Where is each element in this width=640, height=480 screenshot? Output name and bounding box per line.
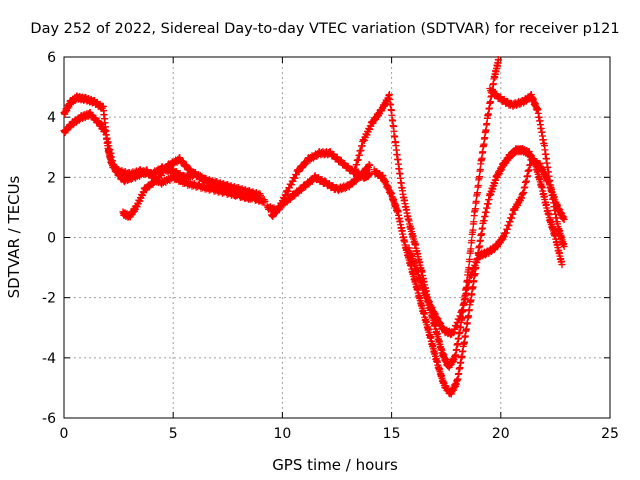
data-point <box>560 243 568 251</box>
data-point <box>470 218 478 226</box>
axis-ticks: 0 5 10 15 20 25 -6 -4 -2 0 2 4 6 <box>42 50 619 442</box>
y-tick-label: -6 <box>42 411 56 427</box>
x-tick-label: 10 <box>273 426 291 442</box>
series-track-8 <box>405 154 568 339</box>
x-tick-label: 25 <box>601 426 619 442</box>
data-point <box>495 56 503 64</box>
y-tick-label: 2 <box>47 170 56 186</box>
y-tick-label: 6 <box>47 50 56 66</box>
data-point <box>468 237 476 245</box>
y-tick-label: -4 <box>42 351 56 367</box>
y-axis-label: SDTVAR / TECUs <box>5 175 23 298</box>
data-point <box>288 181 296 189</box>
data-point <box>365 160 373 168</box>
x-tick-label: 0 <box>60 426 69 442</box>
x-tick-label: 15 <box>383 426 401 442</box>
series-track-9 <box>486 84 568 251</box>
data-point <box>465 264 473 272</box>
data-point <box>291 174 299 182</box>
data-marks <box>60 56 568 398</box>
y-tick-label: -2 <box>42 291 56 307</box>
data-point <box>284 187 292 195</box>
data-point <box>469 226 477 234</box>
chart-title: Day 252 of 2022, Sidereal Day-to-day VTE… <box>30 21 619 37</box>
grid <box>64 57 610 418</box>
series-track-3 <box>119 154 269 221</box>
data-point <box>558 261 566 269</box>
data-point <box>261 197 269 205</box>
data-point <box>467 245 475 253</box>
x-tick-label: 20 <box>492 426 510 442</box>
data-point <box>466 255 474 263</box>
data-point <box>366 161 374 169</box>
y-tick-label: 4 <box>47 110 56 126</box>
data-point <box>560 215 568 223</box>
x-axis-label: GPS time / hours <box>272 456 398 474</box>
y-tick-label: 0 <box>47 231 56 247</box>
series-track-5 <box>267 160 374 221</box>
series-track-7 <box>370 145 566 398</box>
data-point <box>366 170 374 178</box>
x-tick-label: 5 <box>169 426 178 442</box>
